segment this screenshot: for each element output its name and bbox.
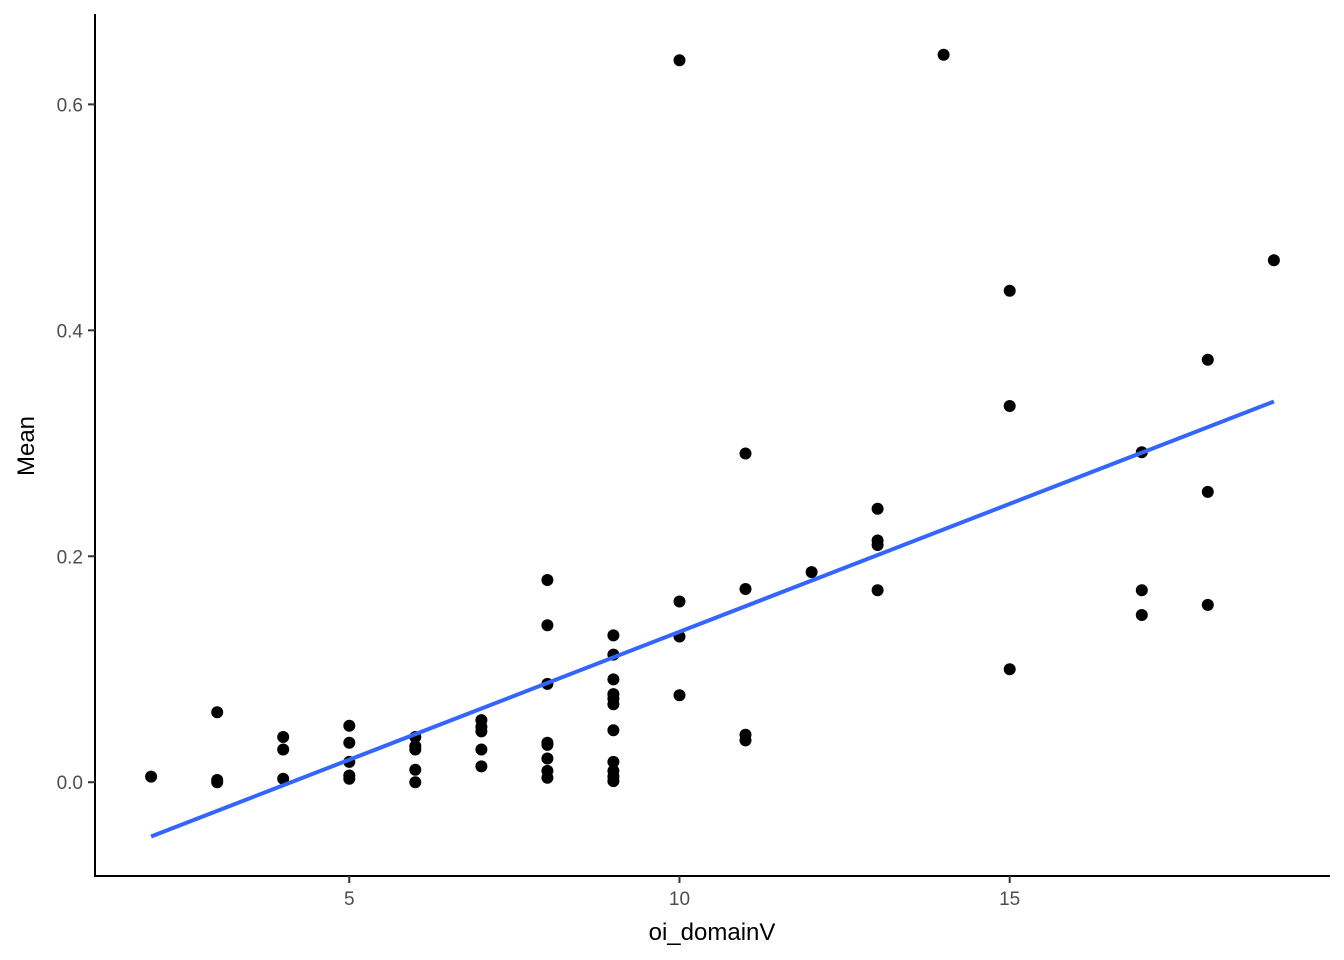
data-point — [211, 706, 224, 719]
data-point — [475, 725, 488, 738]
data-point — [145, 770, 158, 783]
data-point — [607, 755, 620, 768]
data-point — [607, 724, 620, 737]
data-point — [739, 734, 752, 747]
data-point — [475, 760, 488, 773]
data-point — [1201, 353, 1214, 366]
data-point — [277, 731, 290, 743]
x-axis-title: oi_domainV — [649, 919, 776, 946]
data-point — [1267, 254, 1280, 267]
y-tick-label: 0.0 — [57, 773, 83, 794]
trend-line-group — [150, 399, 1275, 839]
data-point — [673, 54, 686, 67]
data-point — [739, 447, 752, 460]
data-point — [211, 776, 224, 789]
data-point — [343, 772, 356, 785]
x-tick-label: 5 — [344, 889, 355, 910]
data-point — [937, 48, 950, 61]
data-point — [871, 539, 884, 551]
x-tick-label: 10 — [669, 889, 690, 910]
x-tick-label: 15 — [999, 889, 1020, 910]
data-point — [277, 743, 290, 756]
trend-line — [150, 399, 1275, 839]
data-point — [541, 619, 554, 632]
data-point — [541, 752, 554, 765]
y-tick-label: 0.6 — [57, 95, 83, 116]
data-point — [1003, 663, 1016, 676]
data-point — [607, 698, 620, 711]
data-point — [739, 583, 752, 595]
data-point — [673, 595, 686, 608]
data-point — [541, 574, 554, 586]
tick-marks-and-labels: 5 10 15 0.0 0.2 0.4 0.6 — [57, 95, 1021, 910]
data-point — [541, 771, 554, 784]
data-point — [805, 566, 818, 579]
y-tick-label: 0.2 — [57, 547, 83, 568]
data-point — [871, 584, 884, 597]
data-point — [1201, 598, 1214, 611]
data-point — [541, 738, 554, 751]
data-point — [1201, 485, 1214, 498]
data-point — [409, 743, 422, 756]
data-point — [871, 502, 884, 515]
data-point — [1135, 609, 1148, 621]
axes — [94, 14, 1330, 877]
data-point — [1003, 400, 1016, 412]
data-point — [475, 743, 488, 756]
data-point — [1003, 284, 1016, 297]
data-point — [409, 776, 422, 789]
y-axis-title: Mean — [13, 416, 40, 476]
data-point — [607, 775, 620, 788]
y-tick-label: 0.4 — [57, 321, 84, 342]
data-point — [673, 689, 686, 702]
data-point — [343, 719, 356, 732]
data-point — [607, 673, 620, 686]
data-point — [409, 763, 422, 776]
data-point — [343, 736, 356, 749]
data-point — [607, 629, 620, 642]
data-point — [277, 772, 290, 785]
data-points — [145, 48, 1280, 789]
data-point — [1135, 584, 1148, 597]
